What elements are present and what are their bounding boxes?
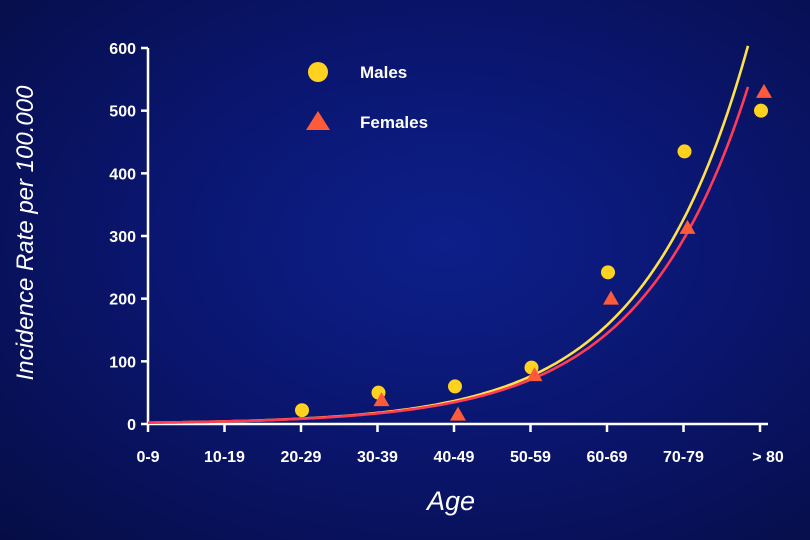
y-axis-label: Incidence Rate per 100.000 bbox=[12, 85, 39, 381]
data-point bbox=[295, 403, 309, 418]
x-tick-label: 10-19 bbox=[204, 449, 245, 466]
x-axis-label: Age bbox=[425, 486, 475, 516]
data-point bbox=[450, 406, 466, 421]
data-point bbox=[754, 103, 768, 118]
data-point bbox=[448, 379, 462, 394]
x-tick-label: 20-29 bbox=[281, 449, 322, 466]
legend-marker bbox=[306, 111, 330, 130]
data-point bbox=[679, 219, 696, 234]
data-point bbox=[601, 265, 615, 280]
data-point bbox=[603, 290, 619, 305]
x-tick-label: 50-59 bbox=[510, 449, 551, 466]
x-tick-label: > 80 bbox=[752, 449, 784, 466]
y-tick-label: 500 bbox=[109, 104, 136, 121]
x-tick-label: 40-49 bbox=[434, 449, 475, 466]
x-tick-label: 60-69 bbox=[587, 449, 628, 466]
legend-marker bbox=[308, 62, 328, 82]
legend-label: Females bbox=[360, 113, 428, 132]
y-tick-label: 400 bbox=[109, 166, 136, 183]
data-point bbox=[373, 392, 390, 407]
data-point bbox=[677, 144, 692, 159]
legend-label: Males bbox=[360, 63, 407, 82]
x-tick-label: 0-9 bbox=[136, 449, 159, 466]
x-tick-label: 30-39 bbox=[357, 449, 398, 466]
data-point bbox=[526, 367, 543, 382]
x-tick-label: 70-79 bbox=[663, 449, 704, 466]
data-point bbox=[756, 83, 772, 98]
trend-line bbox=[148, 86, 750, 424]
y-tick-label: 100 bbox=[109, 354, 136, 371]
y-tick-label: 300 bbox=[109, 229, 136, 246]
y-tick-label: 200 bbox=[109, 292, 136, 309]
y-tick-label: 0 bbox=[127, 417, 136, 434]
plot-area: 0 100 200 300 400 500 600 0-9 10-19 20-29 30-39 40-… bbox=[109, 41, 784, 466]
y-tick-label: 600 bbox=[109, 41, 136, 58]
trend-line bbox=[148, 45, 750, 424]
